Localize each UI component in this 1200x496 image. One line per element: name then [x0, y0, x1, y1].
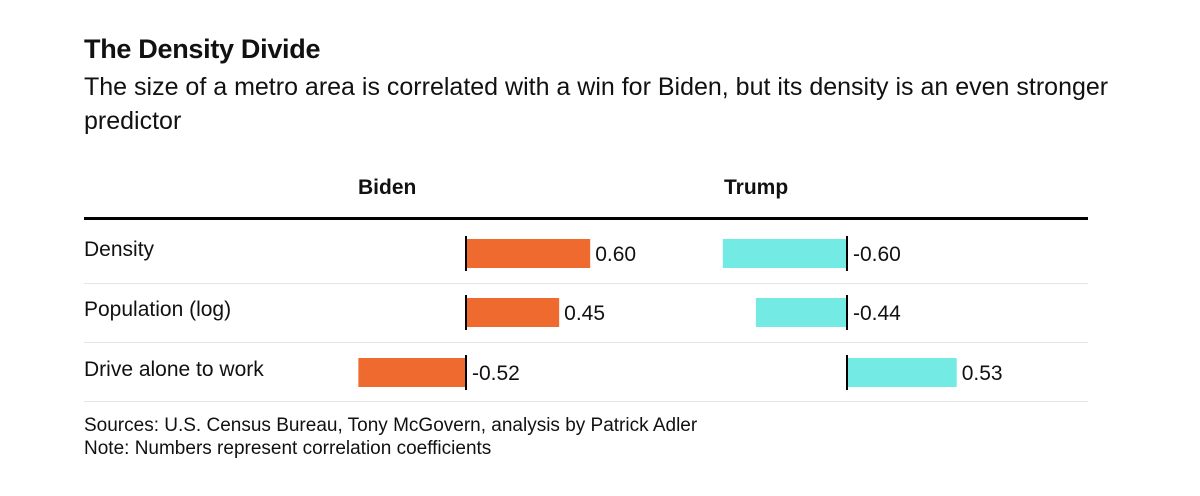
- row-label-drive-alone: Drive alone to work: [84, 358, 264, 381]
- value-label-trump-row-1: -0.44: [853, 302, 901, 325]
- row-divider: [84, 401, 1088, 402]
- value-label-biden-row-1: 0.45: [564, 302, 605, 325]
- value-label-trump-row-0: -0.60: [853, 243, 901, 266]
- value-label-biden-row-2: -0.52: [472, 362, 520, 385]
- value-label-biden-row-0: 0.60: [595, 243, 636, 266]
- bar-biden-row-2: [358, 358, 466, 387]
- column-header-trump: Trump: [724, 176, 789, 199]
- bar-biden-row-0: [466, 239, 591, 268]
- row-divider: [84, 283, 1088, 284]
- bar-trump-row-0: [722, 239, 847, 268]
- value-label-trump-row-2: 0.53: [962, 362, 1003, 385]
- chart-footer: Sources: U.S. Census Bureau, Tony McGove…: [84, 414, 697, 460]
- chart-title: The Density Divide: [84, 34, 321, 64]
- methodology-note: Note: Numbers represent correlation coef…: [84, 438, 492, 459]
- bar-trump-row-1: [755, 298, 847, 327]
- sources-note: Sources: U.S. Census Bureau, Tony McGove…: [84, 415, 698, 436]
- row-divider: [84, 342, 1088, 343]
- row-label-population: Population (log): [84, 298, 232, 321]
- chart-subtitle: The size of a metro area is correlated w…: [84, 73, 1109, 135]
- row-label-density: Density: [84, 238, 155, 261]
- header-rule: [84, 217, 1088, 220]
- column-header-biden: Biden: [358, 176, 417, 199]
- bar-biden-row-1: [466, 298, 560, 327]
- bar-trump-row-2: [847, 358, 957, 387]
